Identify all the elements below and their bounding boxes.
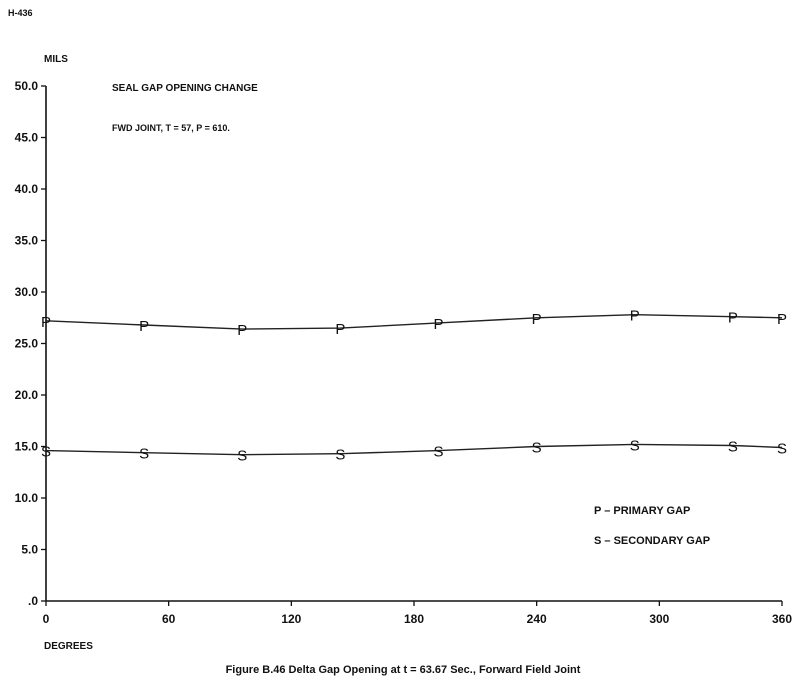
series-marker-p: P (139, 318, 149, 335)
series-marker-s: S (532, 440, 542, 457)
legend-entry: S – SECONDARY GAP (594, 535, 710, 547)
x-tick-label: 0 (43, 612, 50, 626)
chart-subtitle: FWD JOINT, T = 57, P = 610. (112, 123, 230, 133)
x-axis-label: DEGREES (44, 641, 93, 652)
series-marker-s: S (335, 447, 345, 464)
y-tick-label: 35.0 (15, 234, 39, 248)
y-tick-label: 40.0 (15, 182, 39, 196)
y-tick-label: 50.0 (15, 79, 39, 93)
series-marker-s: S (728, 438, 738, 455)
x-tick-label: 300 (649, 612, 669, 626)
y-tick-label: 5.0 (21, 543, 38, 557)
series-marker-s: S (237, 448, 247, 465)
x-tick-label: 240 (527, 612, 547, 626)
y-tick-label: 20.0 (15, 388, 39, 402)
series-marker-s: S (434, 444, 444, 461)
y-tick-label: 25.0 (15, 337, 39, 351)
figure-caption: Figure B.46 Delta Gap Opening at t = 63.… (225, 664, 581, 676)
y-tick-label: 45.0 (15, 131, 39, 145)
y-tick-label: 10.0 (15, 491, 39, 505)
x-tick-label: 180 (404, 612, 424, 626)
x-tick-label: 360 (772, 612, 792, 626)
y-tick-label: 30.0 (15, 285, 39, 299)
series-line-s (45, 443, 783, 456)
chart-title: SEAL GAP OPENING CHANGE (112, 83, 258, 94)
series-marker-s: S (41, 444, 51, 461)
legend-entry: P – PRIMARY GAP (594, 505, 690, 517)
x-tick-label: 60 (162, 612, 176, 626)
series-marker-p: P (777, 311, 787, 328)
series-marker-p: P (237, 322, 247, 339)
x-tick-label: 120 (281, 612, 301, 626)
series-marker-s: S (777, 441, 787, 458)
series-marker-s: S (630, 437, 640, 454)
series-marker-p: P (630, 308, 640, 325)
series-marker-s: S (139, 446, 149, 463)
y-tick-label: 15.0 (15, 440, 39, 454)
series-marker-p: P (728, 310, 738, 327)
series-marker-p: P (41, 314, 51, 331)
series-line-p (45, 313, 783, 330)
series-marker-p: P (335, 321, 345, 338)
series-marker-p: P (434, 316, 444, 333)
series-marker-p: P (532, 311, 542, 328)
y-tick-label: .0 (28, 594, 38, 608)
y-axis-label: MILS (44, 54, 68, 65)
document-id: H-436 (8, 8, 33, 18)
